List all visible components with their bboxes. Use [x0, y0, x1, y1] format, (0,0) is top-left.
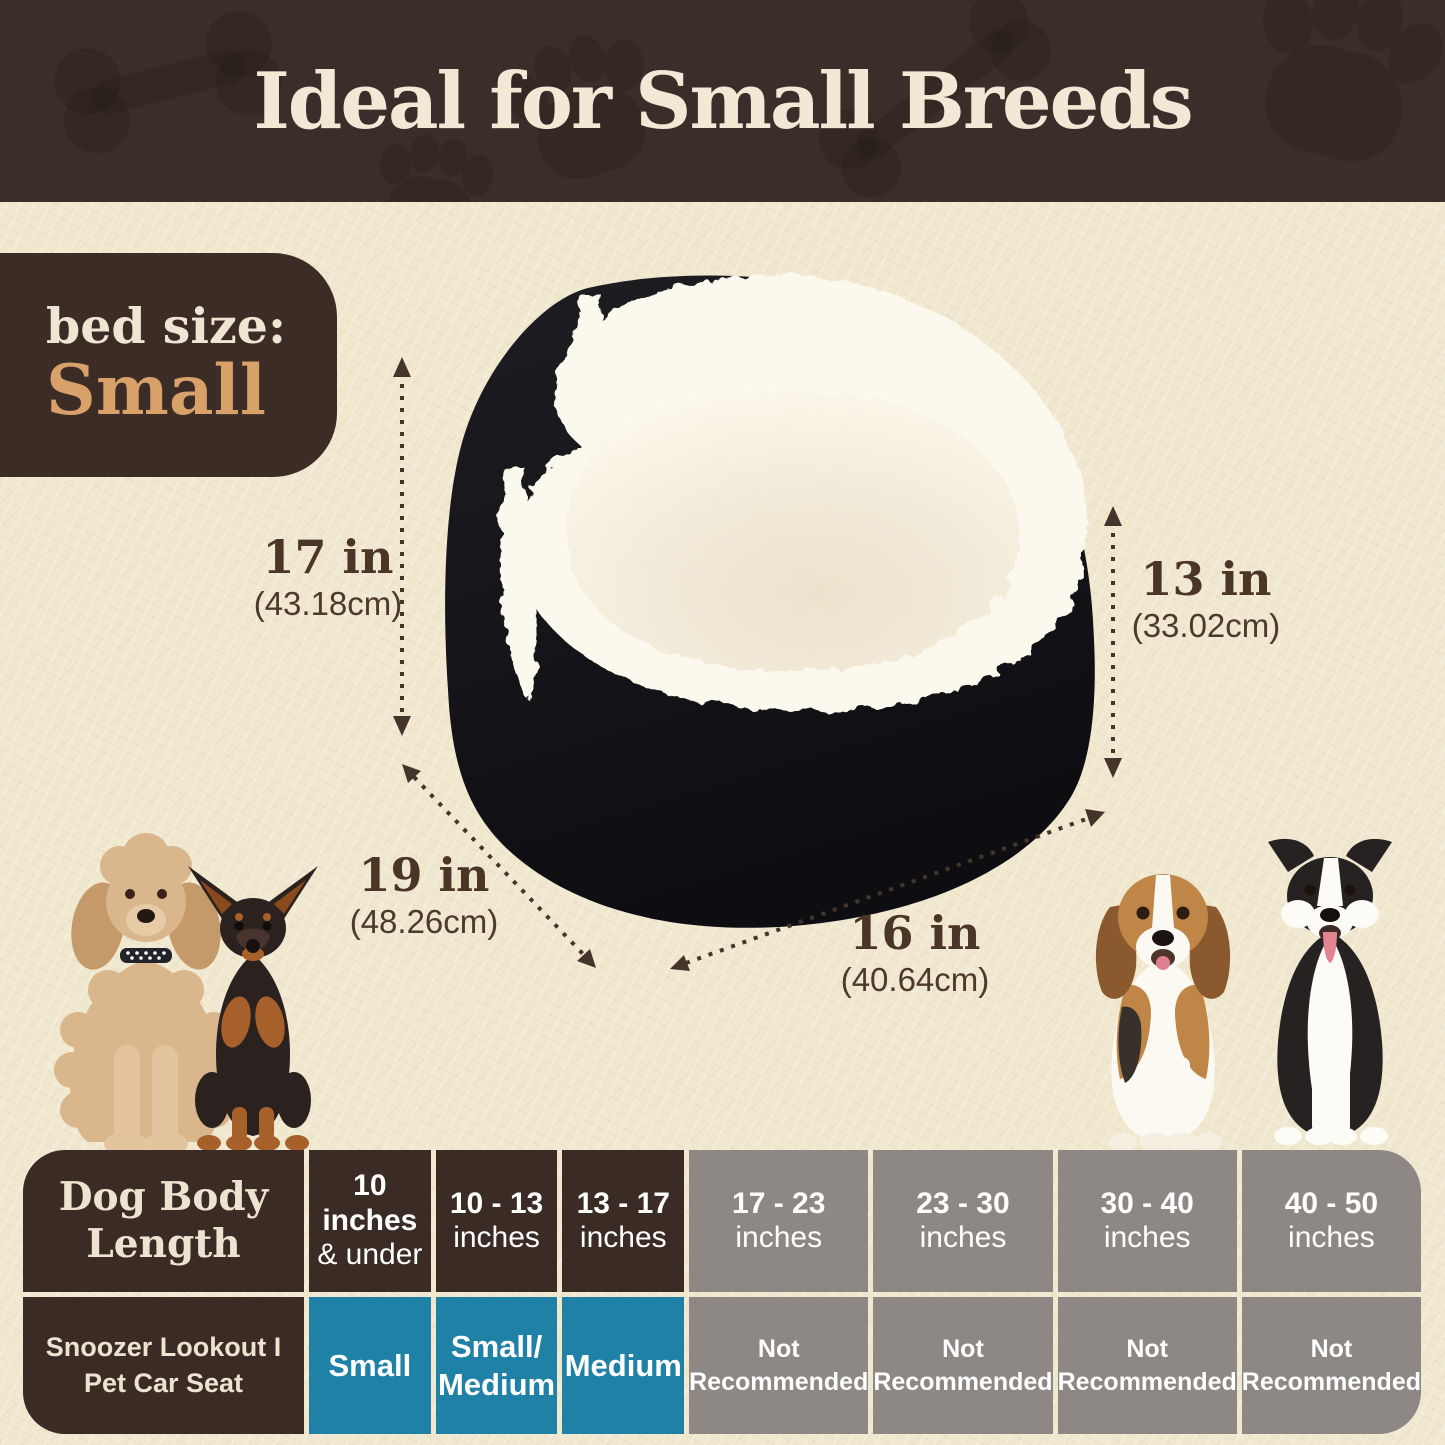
table-header-col-5: 30 - 40 inches	[1057, 1150, 1237, 1292]
paw-print-icon	[1263, 0, 1443, 162]
dimension-metric: (40.64cm)	[840, 961, 990, 998]
page-title: Ideal for Small Breeds	[253, 55, 1193, 147]
table-header-col-6: 40 - 50 inches	[1241, 1150, 1421, 1292]
dimension-width: 16 in (40.64cm)	[806, 910, 1024, 1000]
collar	[120, 948, 172, 963]
banner: Ideal for Small Breeds	[0, 0, 1445, 202]
table-fit-col-6: Not Recommended	[1241, 1297, 1421, 1434]
table-row-product: Snoozer Lookout I Pet Car Seat	[23, 1297, 304, 1434]
table-fit-col-5: Not Recommended	[1057, 1297, 1237, 1434]
bone-icon	[54, 10, 282, 154]
dimension-value: 17 in	[262, 530, 394, 584]
size-table: Dog Body Length 10 inches & under 10 - 1…	[23, 1150, 1421, 1434]
paw-print-icon	[379, 134, 493, 202]
min-pin-photo	[188, 866, 318, 1151]
dimension-value: 13 in	[1140, 552, 1272, 606]
table-header-dog-body-length: Dog Body Length	[23, 1150, 304, 1292]
bed-size-value: Small	[46, 349, 266, 431]
table-fit-col-0: Small	[309, 1297, 431, 1434]
bed-size-label: bed size:	[46, 297, 287, 356]
dimension-back-height: 13 in (33.02cm)	[1103, 556, 1309, 646]
paw-print-icon	[503, 34, 646, 180]
table-header-col-0: 10 inches & under	[309, 1150, 431, 1292]
table-header-col-1: 10 - 13 inches	[435, 1150, 558, 1292]
table-fit-col-4: Not Recommended	[873, 1297, 1053, 1434]
border-collie-photo	[1268, 838, 1392, 1145]
arrow-19in	[412, 775, 586, 957]
dimension-side-height: 17 in (43.18cm)	[222, 534, 434, 624]
table-fit-col-1: Small/ Medium	[435, 1297, 558, 1434]
dimension-metric: (43.18cm)	[253, 585, 403, 622]
beagle-photo	[1095, 874, 1231, 1151]
banner-decorations	[54, 0, 1443, 202]
table-header-col-4: 23 - 30 inches	[873, 1150, 1053, 1292]
table-header-col-3: 17 - 23 inches	[689, 1150, 869, 1292]
dimension-metric: (48.26cm)	[349, 903, 499, 940]
dimension-value: 19 in	[358, 848, 490, 902]
bed-size-badge: bed size: Small	[0, 253, 337, 477]
dimension-depth: 19 in (48.26cm)	[318, 852, 530, 942]
table-fit-col-2: Medium	[562, 1297, 685, 1434]
dimension-value: 16 in	[849, 906, 981, 960]
table-header-col-2: 13 - 17 inches	[562, 1150, 685, 1292]
dimension-metric: (33.02cm)	[1131, 607, 1281, 644]
bone-icon	[819, 0, 1051, 198]
table-fit-col-3: Not Recommended	[689, 1297, 869, 1434]
